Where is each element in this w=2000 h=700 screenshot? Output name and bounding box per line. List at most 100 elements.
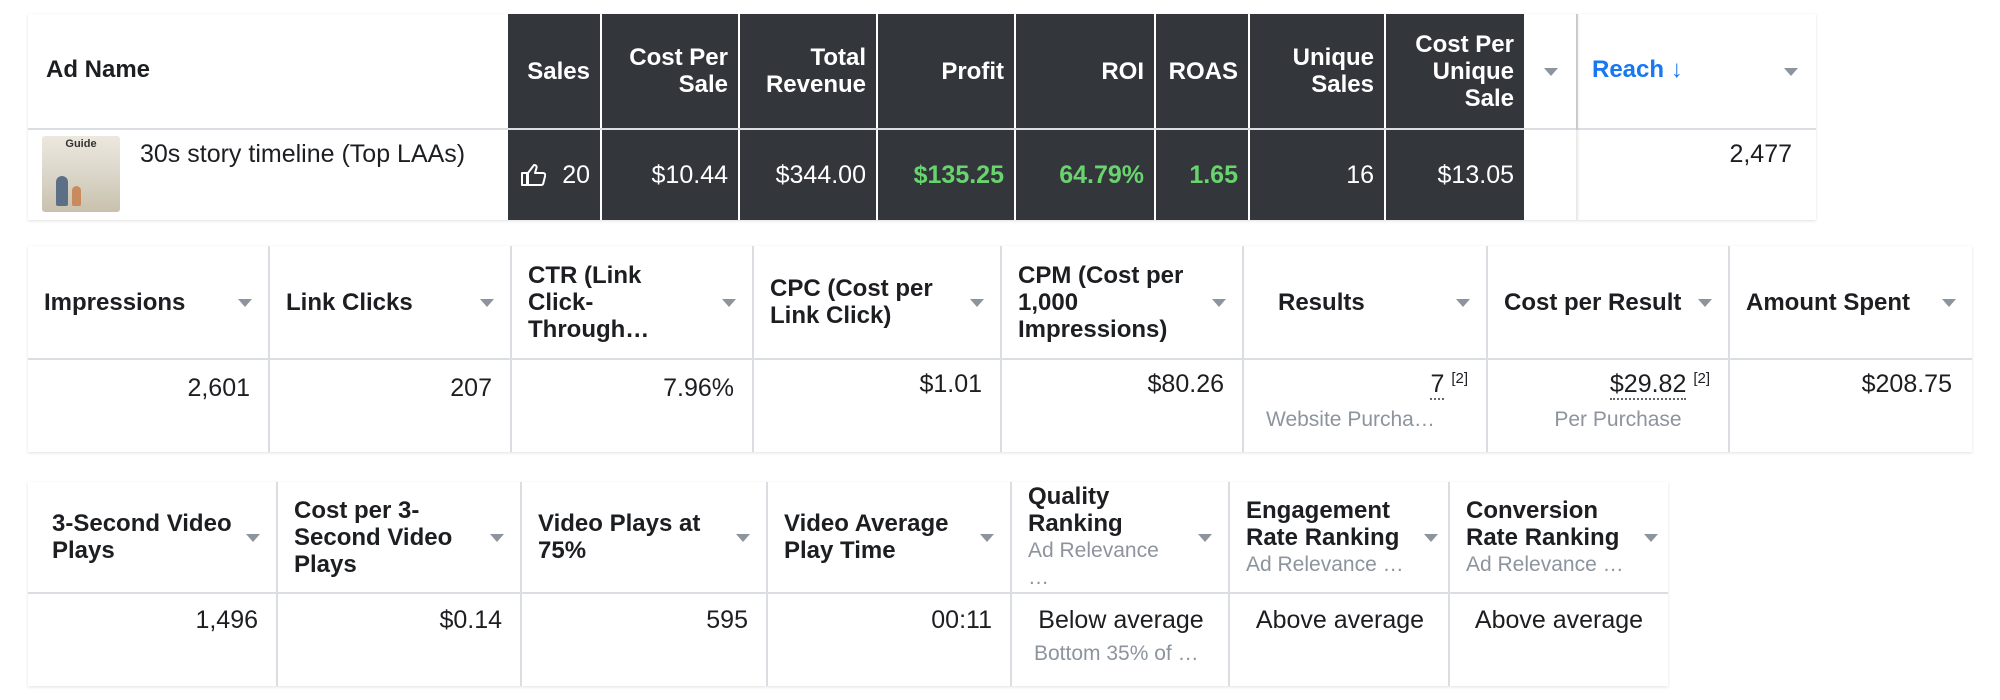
header-label: Video Plays at 75%: [538, 510, 701, 564]
header-label: CPC (Cost per Link Click): [770, 275, 933, 329]
chevron-down-icon[interactable]: [1784, 68, 1798, 76]
column-header-sales[interactable]: Sales: [508, 14, 600, 128]
chevron-down-icon[interactable]: [246, 534, 260, 542]
total-revenue-cell: $344.00: [738, 130, 876, 220]
chevron-down-icon[interactable]: [480, 299, 494, 307]
quality-ranking-subtext: Bottom 35% of …: [1034, 642, 1199, 665]
results-footnote[interactable]: [2]: [1451, 370, 1468, 387]
chevron-down-icon[interactable]: [1456, 299, 1470, 307]
header-label: Results: [1278, 288, 1365, 316]
column-header-link-clicks[interactable]: Link Clicks: [270, 246, 512, 358]
video-metrics-table: [28, 482, 1668, 686]
column-header-impressions[interactable]: Impressions: [28, 246, 270, 358]
chevron-down-icon[interactable]: [722, 299, 736, 307]
header-label: 3-Second Video Plays: [52, 510, 232, 564]
reach-cell: 2,477: [1729, 140, 1792, 168]
chevron-down-icon[interactable]: [970, 299, 984, 307]
column-header-unique-sales[interactable]: Unique Sales: [1248, 14, 1384, 128]
cost-per-result-cell[interactable]: $29.82 [2]: [1488, 370, 1730, 401]
chevron-down-icon[interactable]: [1424, 534, 1438, 542]
amount-spent-cell: $208.75: [1861, 370, 1952, 398]
header-label: CPM (Cost per 1,000 Impressions): [1018, 261, 1184, 343]
thumbnail-figure: [56, 176, 68, 206]
3-second-video-plays-cell: 1,496: [195, 606, 258, 634]
chevron-down-icon[interactable]: [1698, 299, 1712, 307]
column-divider: [270, 360, 512, 452]
chevron-down-icon: [1544, 68, 1558, 76]
column-divider: [1002, 360, 1244, 452]
cost-per-unique-sale-cell: $13.05: [1384, 130, 1524, 220]
column-header-engagement-rate-ranking[interactable]: Engagement Rate Ranking Ad Relevance …: [1230, 482, 1450, 592]
column-header-3-second-video-plays[interactable]: 3-Second Video Plays: [28, 482, 278, 592]
header-label: Cost per Result: [1504, 288, 1682, 316]
chevron-down-icon[interactable]: [490, 534, 504, 542]
column-header-cpm[interactable]: CPM (Cost per 1,000 Impressions): [1002, 246, 1244, 358]
unique-sales-cell: 16: [1248, 130, 1384, 220]
header-sublabel: Ad Relevance …: [1466, 552, 1624, 576]
cost-per-result-footnote[interactable]: [2]: [1693, 370, 1710, 387]
sales-value: 20: [562, 160, 590, 189]
results-subtext: Website Purcha…: [1266, 408, 1435, 431]
ad-name[interactable]: 30s story timeline (Top LAAs): [140, 140, 466, 168]
row-divider: [28, 128, 1816, 130]
roi-cell: 64.79%: [1014, 130, 1154, 220]
cost-per-result-subtext: Per Purchase: [1554, 408, 1682, 431]
chevron-down-icon[interactable]: [238, 299, 252, 307]
chevron-down-icon[interactable]: [980, 534, 994, 542]
chevron-down-icon[interactable]: [1644, 534, 1658, 542]
column-divider: [512, 360, 754, 452]
column-header-ctr[interactable]: CTR (Link Click-Through…: [512, 246, 754, 358]
thumbs-up-icon: [521, 164, 547, 186]
header-label: Video Average Play Time: [784, 510, 949, 564]
header-sublabel: Ad Relevance …: [1246, 552, 1404, 576]
column-divider: [28, 594, 278, 686]
ctr-cell: 7.96%: [663, 374, 734, 402]
row-divider: [28, 358, 1972, 360]
chevron-down-icon[interactable]: [1212, 299, 1226, 307]
column-header-cost-per-3-second-video-plays[interactable]: Cost per 3-Second Video Plays: [278, 482, 522, 592]
column-divider: [278, 594, 522, 686]
column-divider: [754, 360, 1002, 452]
column-header-conversion-rate-ranking[interactable]: Conversion Rate Ranking Ad Relevance …: [1450, 482, 1668, 592]
header-sublabel: Ad Relevance …: [1028, 539, 1159, 589]
header-label: Amount Spent: [1746, 288, 1910, 316]
header-label: Impressions: [44, 288, 186, 316]
header-label: Conversion Rate Ranking: [1466, 496, 1620, 551]
column-header-profit[interactable]: Profit: [876, 14, 1014, 128]
column-divider: [522, 594, 768, 686]
sales-cell: 20: [508, 130, 600, 220]
column-header-amount-spent[interactable]: Amount Spent: [1730, 246, 1972, 358]
column-header-quality-ranking[interactable]: Quality Ranking Ad Relevance …: [1012, 482, 1230, 592]
cost-per-sale-cell: $10.44: [600, 130, 738, 220]
column-header-roas[interactable]: ROAS: [1154, 14, 1248, 128]
column-header-cost-per-result[interactable]: Cost per Result: [1488, 246, 1730, 358]
column-divider: [28, 360, 270, 452]
chevron-down-icon[interactable]: [736, 534, 750, 542]
chevron-down-icon[interactable]: [1942, 299, 1956, 307]
column-header-cpc[interactable]: CPC (Cost per Link Click): [754, 246, 1002, 358]
row-divider: [28, 592, 1668, 594]
column-menu-button[interactable]: [1524, 14, 1578, 128]
link-clicks-cell: 207: [450, 374, 492, 402]
column-divider: [1488, 360, 1730, 452]
column-header-total-revenue[interactable]: Total Revenue: [738, 14, 876, 128]
column-header-results[interactable]: Results: [1244, 246, 1488, 358]
column-header-video-average-play-time[interactable]: Video Average Play Time: [768, 482, 1012, 592]
column-divider: [1012, 594, 1230, 686]
engagement-rate-ranking-cell: Above average: [1255, 606, 1425, 634]
column-divider: [1244, 360, 1488, 452]
cost-per-result-value[interactable]: $29.82: [1609, 370, 1687, 401]
column-header-cost-per-sale[interactable]: Cost Per Sale: [600, 14, 738, 128]
column-header-cost-per-unique-sale[interactable]: Cost Per Unique Sale: [1384, 14, 1524, 128]
results-value[interactable]: 7: [1430, 370, 1445, 401]
results-cell[interactable]: 7 [2]: [1244, 370, 1488, 401]
column-header-ad-name[interactable]: Ad Name: [46, 56, 151, 83]
column-header-roi[interactable]: ROI: [1014, 14, 1154, 128]
column-header-video-plays-75[interactable]: Video Plays at 75%: [522, 482, 768, 592]
ad-thumbnail[interactable]: Guide: [42, 136, 120, 212]
video-average-play-time-cell: 00:11: [931, 606, 992, 634]
cost-per-3-second-video-plays-cell: $0.14: [439, 606, 502, 634]
thumbnail-figure: [72, 186, 81, 206]
column-header-reach[interactable]: Reach ↓: [1592, 56, 1683, 83]
chevron-down-icon[interactable]: [1198, 534, 1212, 542]
